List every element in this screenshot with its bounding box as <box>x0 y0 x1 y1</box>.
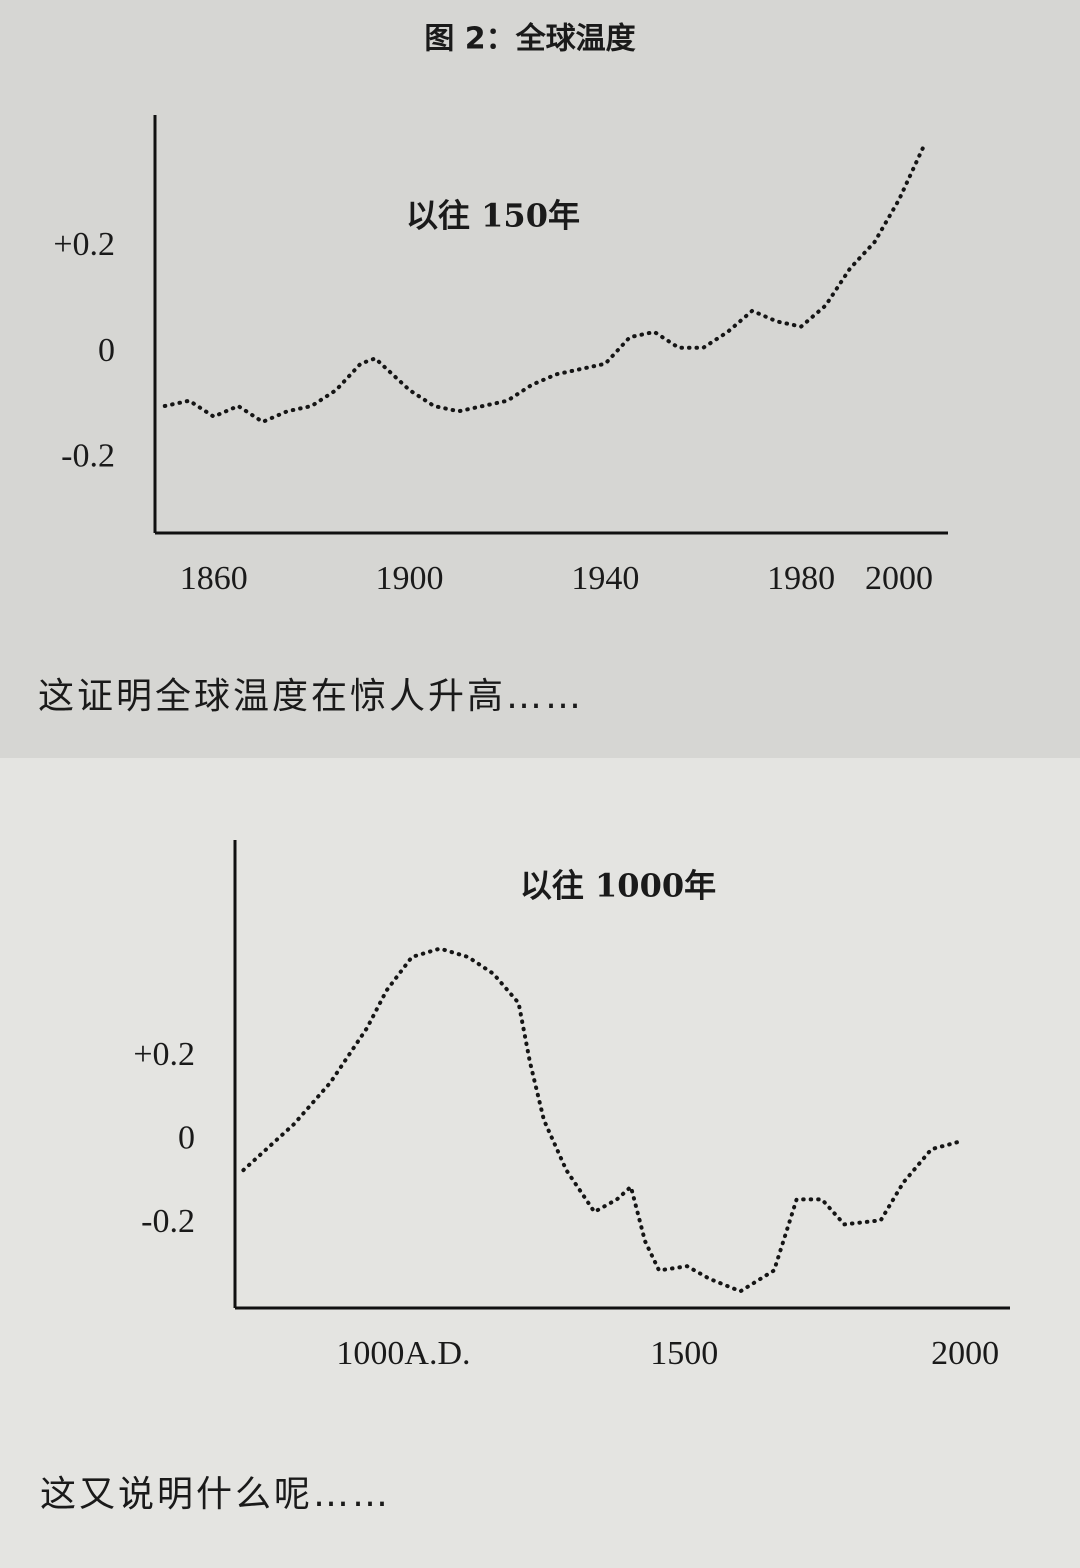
y-tick-label: +0.2 <box>53 226 115 263</box>
x-tick-label: 1500 <box>650 1335 718 1372</box>
y-tick-label: +0.2 <box>133 1036 195 1073</box>
x-tick-label: 2000 <box>931 1335 999 1372</box>
x-tick-label: 1900 <box>376 560 444 597</box>
x-tick-label: 1980 <box>767 560 835 597</box>
y-tick-label: 0 <box>98 332 115 369</box>
chart-title: 图 2：全球温度 <box>424 22 635 57</box>
caption: 这又说明什么呢…… <box>40 1474 391 1515</box>
caption: 这证明全球温度在惊人升高…… <box>38 676 584 717</box>
x-tick-label: 2000 <box>865 560 933 597</box>
temperature-line <box>241 946 965 1294</box>
page-bottom <box>0 758 1080 1568</box>
annotation: 以往 1000年 <box>520 867 716 905</box>
annotation: 以往 150年 <box>406 197 580 235</box>
y-tick-label: -0.2 <box>141 1203 195 1240</box>
y-tick-label: 0 <box>178 1120 195 1157</box>
x-tick-label: 1000A.D. <box>336 1335 470 1372</box>
x-tick-label: 1860 <box>180 560 248 597</box>
y-tick-label: -0.2 <box>61 438 115 475</box>
x-tick-label: 1940 <box>571 560 639 597</box>
page-top <box>0 0 1080 758</box>
temperature-line <box>162 144 926 425</box>
